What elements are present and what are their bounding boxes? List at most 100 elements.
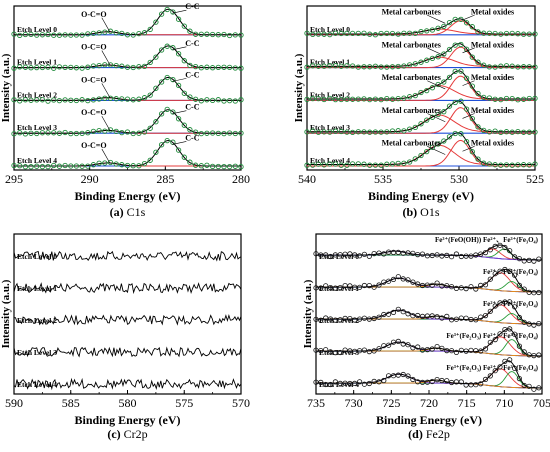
data-point bbox=[384, 129, 390, 135]
data-point bbox=[446, 46, 453, 53]
data-point bbox=[498, 96, 504, 103]
data-point bbox=[419, 251, 426, 257]
data-point bbox=[458, 16, 464, 23]
data-point bbox=[352, 252, 358, 258]
x-tick-label: 525 bbox=[526, 172, 544, 186]
data-point bbox=[444, 283, 450, 289]
data-point bbox=[389, 30, 396, 37]
data-point bbox=[366, 380, 372, 387]
data-point bbox=[492, 162, 498, 168]
data-point bbox=[419, 313, 426, 319]
data-point bbox=[516, 343, 523, 349]
data-point bbox=[130, 64, 136, 71]
data-point bbox=[238, 97, 244, 103]
data-point bbox=[441, 51, 447, 57]
chart-cr2p: 590 585 580 575 570 Binding Energy (eV) Intens… bbox=[0, 233, 250, 427]
etch-level-label: Etch Level 0 bbox=[17, 252, 57, 261]
data-point bbox=[463, 46, 470, 52]
data-point bbox=[492, 64, 498, 70]
data-point bbox=[385, 311, 392, 317]
data-point bbox=[304, 30, 310, 36]
data-point bbox=[395, 372, 401, 378]
data-point bbox=[381, 251, 387, 257]
data-point bbox=[395, 31, 401, 37]
data-point bbox=[147, 26, 153, 33]
data-point bbox=[429, 144, 436, 150]
data-point bbox=[469, 54, 475, 60]
data-point bbox=[401, 128, 407, 134]
data-point bbox=[367, 96, 373, 103]
data-point bbox=[509, 162, 515, 168]
peak-leader bbox=[101, 115, 111, 131]
data-point bbox=[28, 130, 34, 136]
data-point bbox=[321, 129, 327, 135]
data-point bbox=[349, 161, 356, 167]
peak-label: C-C bbox=[185, 103, 199, 112]
data-point bbox=[34, 130, 40, 137]
data-point bbox=[85, 64, 91, 70]
caption-c1s: (a) C1s bbox=[110, 205, 146, 219]
data-point bbox=[192, 129, 199, 135]
data-point bbox=[338, 128, 344, 135]
data-point bbox=[503, 63, 510, 69]
data-point bbox=[17, 130, 23, 136]
data-point bbox=[315, 161, 322, 167]
data-point bbox=[492, 368, 498, 374]
data-point bbox=[390, 309, 397, 315]
data-point bbox=[389, 96, 396, 102]
data-point bbox=[498, 162, 504, 168]
data-point bbox=[448, 379, 455, 386]
data-point bbox=[395, 249, 401, 255]
data-point bbox=[356, 348, 363, 354]
data-point bbox=[507, 268, 513, 274]
data-point bbox=[355, 64, 361, 70]
y-axis-label: Intensity (a.u.) bbox=[0, 279, 12, 348]
etch-level-0: Etch Level 0 O-C=O C-C bbox=[11, 2, 244, 39]
data-point bbox=[226, 64, 233, 71]
data-point bbox=[192, 162, 199, 168]
data-point bbox=[487, 339, 493, 345]
data-point bbox=[181, 58, 187, 64]
data-point bbox=[332, 161, 339, 167]
etch-level-4: Etch Level 4 O-C=O C-C bbox=[11, 133, 244, 170]
data-point bbox=[502, 299, 508, 305]
data-point bbox=[435, 111, 441, 118]
data-point bbox=[361, 381, 367, 387]
data-point bbox=[119, 129, 125, 136]
data-point bbox=[338, 162, 344, 168]
data-point bbox=[419, 379, 426, 385]
data-point bbox=[22, 31, 29, 38]
data-point bbox=[85, 97, 91, 104]
data-point bbox=[429, 313, 435, 319]
data-point bbox=[175, 51, 182, 57]
data-point bbox=[366, 316, 372, 322]
data-point bbox=[435, 141, 441, 147]
data-point bbox=[389, 161, 396, 167]
data-point bbox=[492, 336, 498, 343]
data-point bbox=[401, 95, 407, 101]
data-point bbox=[434, 280, 440, 286]
data-point bbox=[367, 162, 373, 168]
data-point bbox=[410, 250, 416, 256]
data-point bbox=[384, 95, 390, 102]
data-point bbox=[136, 96, 142, 102]
data-point bbox=[520, 129, 527, 135]
data-point bbox=[475, 90, 481, 97]
data-point bbox=[45, 64, 51, 70]
data-point bbox=[56, 130, 63, 136]
data-point bbox=[511, 304, 518, 310]
data-point bbox=[28, 164, 34, 170]
data-point bbox=[509, 63, 515, 69]
etch-level-label: Etch Level 2 bbox=[319, 316, 359, 325]
data-point bbox=[439, 345, 445, 351]
peak-leader bbox=[101, 17, 111, 32]
data-point bbox=[344, 162, 350, 168]
etch-level-label: Etch Level 4 bbox=[310, 156, 350, 165]
data-point bbox=[492, 303, 498, 309]
data-point bbox=[429, 85, 436, 91]
data-point bbox=[238, 32, 244, 38]
data-point bbox=[376, 250, 382, 256]
data-point bbox=[327, 381, 334, 388]
data-point bbox=[482, 312, 489, 319]
